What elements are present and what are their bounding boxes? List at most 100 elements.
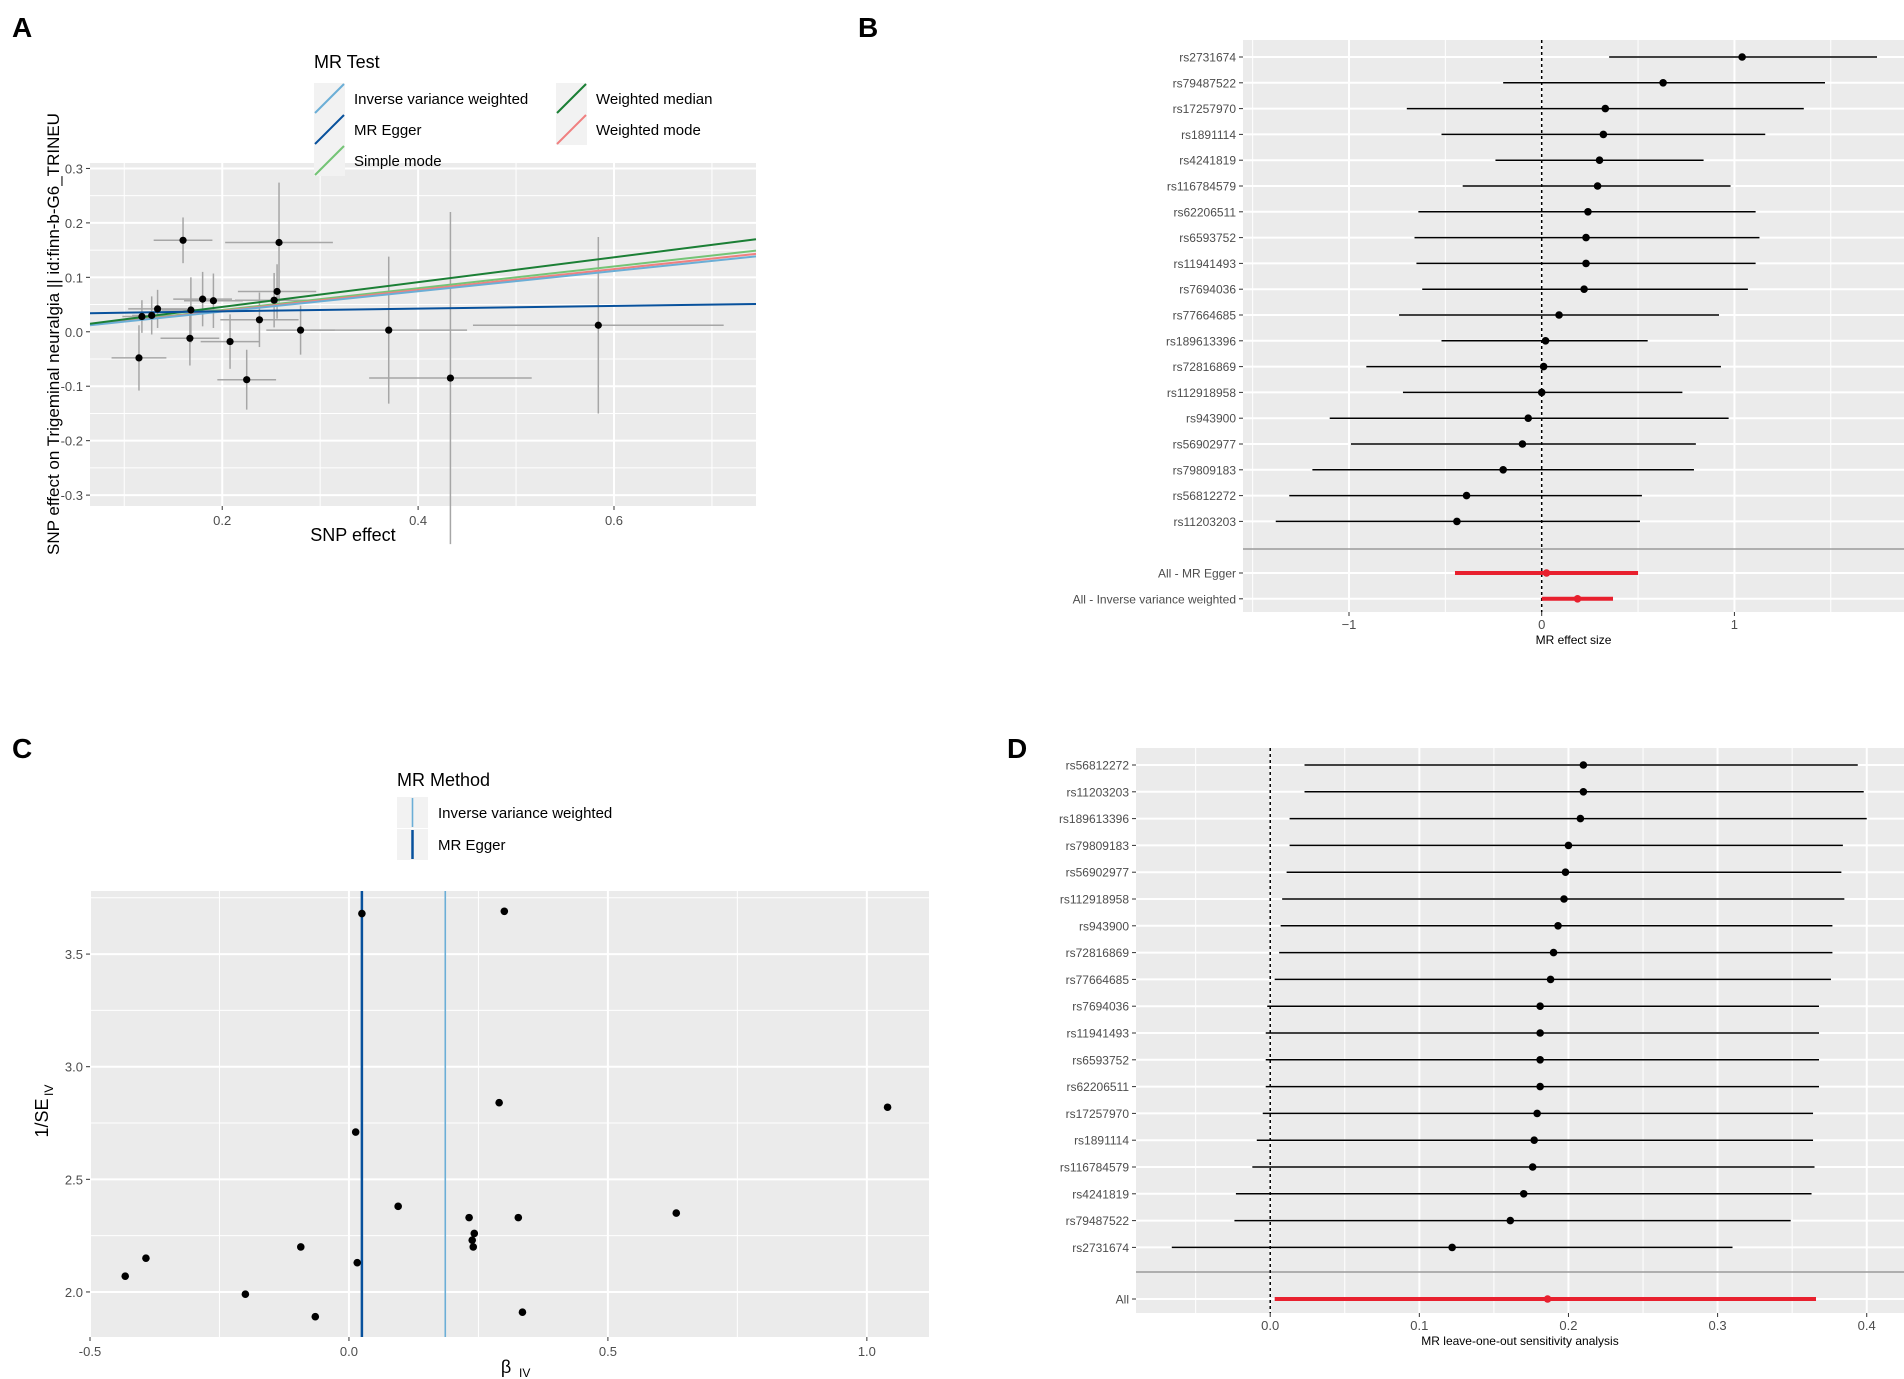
estimate-point bbox=[1595, 156, 1604, 164]
estimate-point bbox=[1528, 1163, 1537, 1171]
snp-label: rs77664685 bbox=[1173, 309, 1237, 323]
x-axis-title: MR leave-one-out sensitivity analysis bbox=[1421, 1334, 1618, 1348]
legend-item: Simple mode bbox=[354, 153, 442, 170]
snp-label: rs62206511 bbox=[1174, 205, 1237, 219]
snp-point bbox=[121, 1272, 130, 1280]
legend-item: MR Egger bbox=[354, 122, 422, 139]
x-tick-label: −1 bbox=[1342, 617, 1357, 632]
snp-label: rs56812272 bbox=[1066, 759, 1130, 773]
estimate-point bbox=[1530, 1136, 1538, 1144]
estimate-point bbox=[1536, 1002, 1544, 1010]
estimate-point bbox=[1549, 948, 1558, 957]
legend-line-icon bbox=[314, 114, 345, 145]
snp-label: rs2731674 bbox=[1072, 1241, 1129, 1255]
snp-label: rs7694036 bbox=[1072, 1000, 1129, 1014]
mr-regression-line bbox=[89, 302, 757, 315]
snp-label: rs72816869 bbox=[1066, 946, 1130, 960]
snp-point bbox=[311, 1312, 320, 1321]
y-tick-label: 0.0 bbox=[65, 325, 83, 340]
snp-label: rs189613396 bbox=[1166, 334, 1236, 348]
panel-label-a: A bbox=[12, 12, 32, 43]
x-tick-label: 0.4 bbox=[1858, 1318, 1876, 1333]
snp-point bbox=[385, 326, 393, 334]
snp-point bbox=[179, 236, 187, 244]
snp-point bbox=[255, 316, 264, 324]
estimate-point bbox=[1554, 922, 1562, 930]
estimate-point bbox=[1462, 491, 1471, 500]
snp-label: rs56902977 bbox=[1173, 438, 1237, 452]
summary-label: All - Inverse variance weighted bbox=[1073, 592, 1236, 606]
snp-point bbox=[883, 1103, 892, 1112]
snp-point bbox=[270, 296, 278, 304]
x-tick-label: 0.2 bbox=[1559, 1318, 1577, 1333]
snp-label: rs79487522 bbox=[1066, 1214, 1130, 1228]
snp-label: rs1891114 bbox=[1074, 1134, 1129, 1148]
panel-label-c: C bbox=[12, 733, 32, 764]
x-axis-title-subscript: IV bbox=[519, 1366, 530, 1379]
snp-point bbox=[351, 1128, 360, 1136]
estimate-point bbox=[1601, 104, 1610, 113]
estimate-point bbox=[1580, 285, 1588, 294]
estimate-point bbox=[1453, 517, 1461, 526]
snp-label: rs943900 bbox=[1079, 919, 1129, 933]
estimate-point bbox=[1536, 1056, 1544, 1064]
snp-label: rs189613396 bbox=[1059, 812, 1129, 826]
estimate-point bbox=[1579, 761, 1588, 769]
y-tick-label: 0.2 bbox=[65, 216, 83, 231]
snp-point bbox=[241, 1290, 250, 1299]
legend-title: MR Test bbox=[314, 52, 380, 72]
estimate-point bbox=[1519, 1190, 1528, 1198]
y-tick-label: 0.3 bbox=[65, 161, 83, 176]
snp-label: rs4241819 bbox=[1179, 154, 1236, 168]
legend-item: Inverse variance weighted bbox=[438, 805, 612, 822]
snp-label: rs116784579 bbox=[1060, 1161, 1129, 1175]
estimate-point bbox=[1539, 362, 1548, 371]
mr-regression-line bbox=[89, 238, 757, 325]
estimate-point bbox=[1506, 1216, 1515, 1225]
y-tick-label: -0.1 bbox=[61, 379, 83, 394]
snp-point bbox=[358, 909, 366, 918]
snp-label: rs72816869 bbox=[1173, 360, 1237, 374]
snp-label: rs112918958 bbox=[1060, 893, 1129, 907]
snp-label: rs77664685 bbox=[1066, 973, 1130, 987]
snp-point bbox=[518, 1308, 527, 1317]
y-axis-title: 1/SE bbox=[32, 1098, 52, 1137]
legend-line-icon bbox=[556, 83, 587, 114]
snp-point bbox=[187, 306, 195, 314]
snp-point bbox=[148, 311, 156, 320]
estimate-point bbox=[1560, 895, 1568, 903]
estimate-point bbox=[1564, 841, 1573, 850]
y-axis-title-group: 1/SE IV bbox=[32, 1085, 56, 1138]
snp-point bbox=[199, 295, 207, 303]
x-tick-label: 0.5 bbox=[599, 1344, 617, 1359]
snp-point bbox=[446, 374, 455, 382]
snp-label: rs11941493 bbox=[1067, 1027, 1130, 1041]
x-tick-label: 0 bbox=[1538, 617, 1545, 632]
plot-panel-forest bbox=[1243, 40, 1904, 612]
legend-title: MR Method bbox=[397, 770, 490, 790]
legend-line-icon bbox=[556, 114, 587, 145]
y-tick-label: -0.3 bbox=[61, 488, 83, 503]
plot-panel-forest bbox=[1136, 748, 1904, 1313]
mr-regression-line bbox=[89, 255, 757, 327]
legend-line-icon bbox=[314, 83, 345, 114]
legend-item: Inverse variance weighted bbox=[354, 91, 528, 108]
snp-point bbox=[209, 297, 218, 305]
estimate-point bbox=[1533, 1109, 1541, 1118]
y-tick-label: 2.0 bbox=[65, 1285, 83, 1300]
estimate-point bbox=[1518, 440, 1527, 448]
estimate-point bbox=[1448, 1243, 1456, 1252]
y-tick-label: 3.0 bbox=[65, 1060, 83, 1075]
snp-label: rs4241819 bbox=[1072, 1187, 1129, 1201]
snp-label: rs6593752 bbox=[1072, 1053, 1129, 1067]
snp-point bbox=[138, 312, 146, 321]
legend-line-icon bbox=[314, 145, 345, 176]
snp-point bbox=[186, 334, 194, 342]
x-axis-title: β bbox=[501, 1357, 511, 1377]
estimate-point bbox=[1536, 1082, 1544, 1091]
snp-point bbox=[243, 376, 251, 384]
summary-point bbox=[1543, 1295, 1552, 1303]
snp-label: rs56812272 bbox=[1173, 489, 1237, 503]
snp-label: rs116784579 bbox=[1167, 180, 1236, 194]
snp-label: rs79487522 bbox=[1173, 76, 1237, 90]
